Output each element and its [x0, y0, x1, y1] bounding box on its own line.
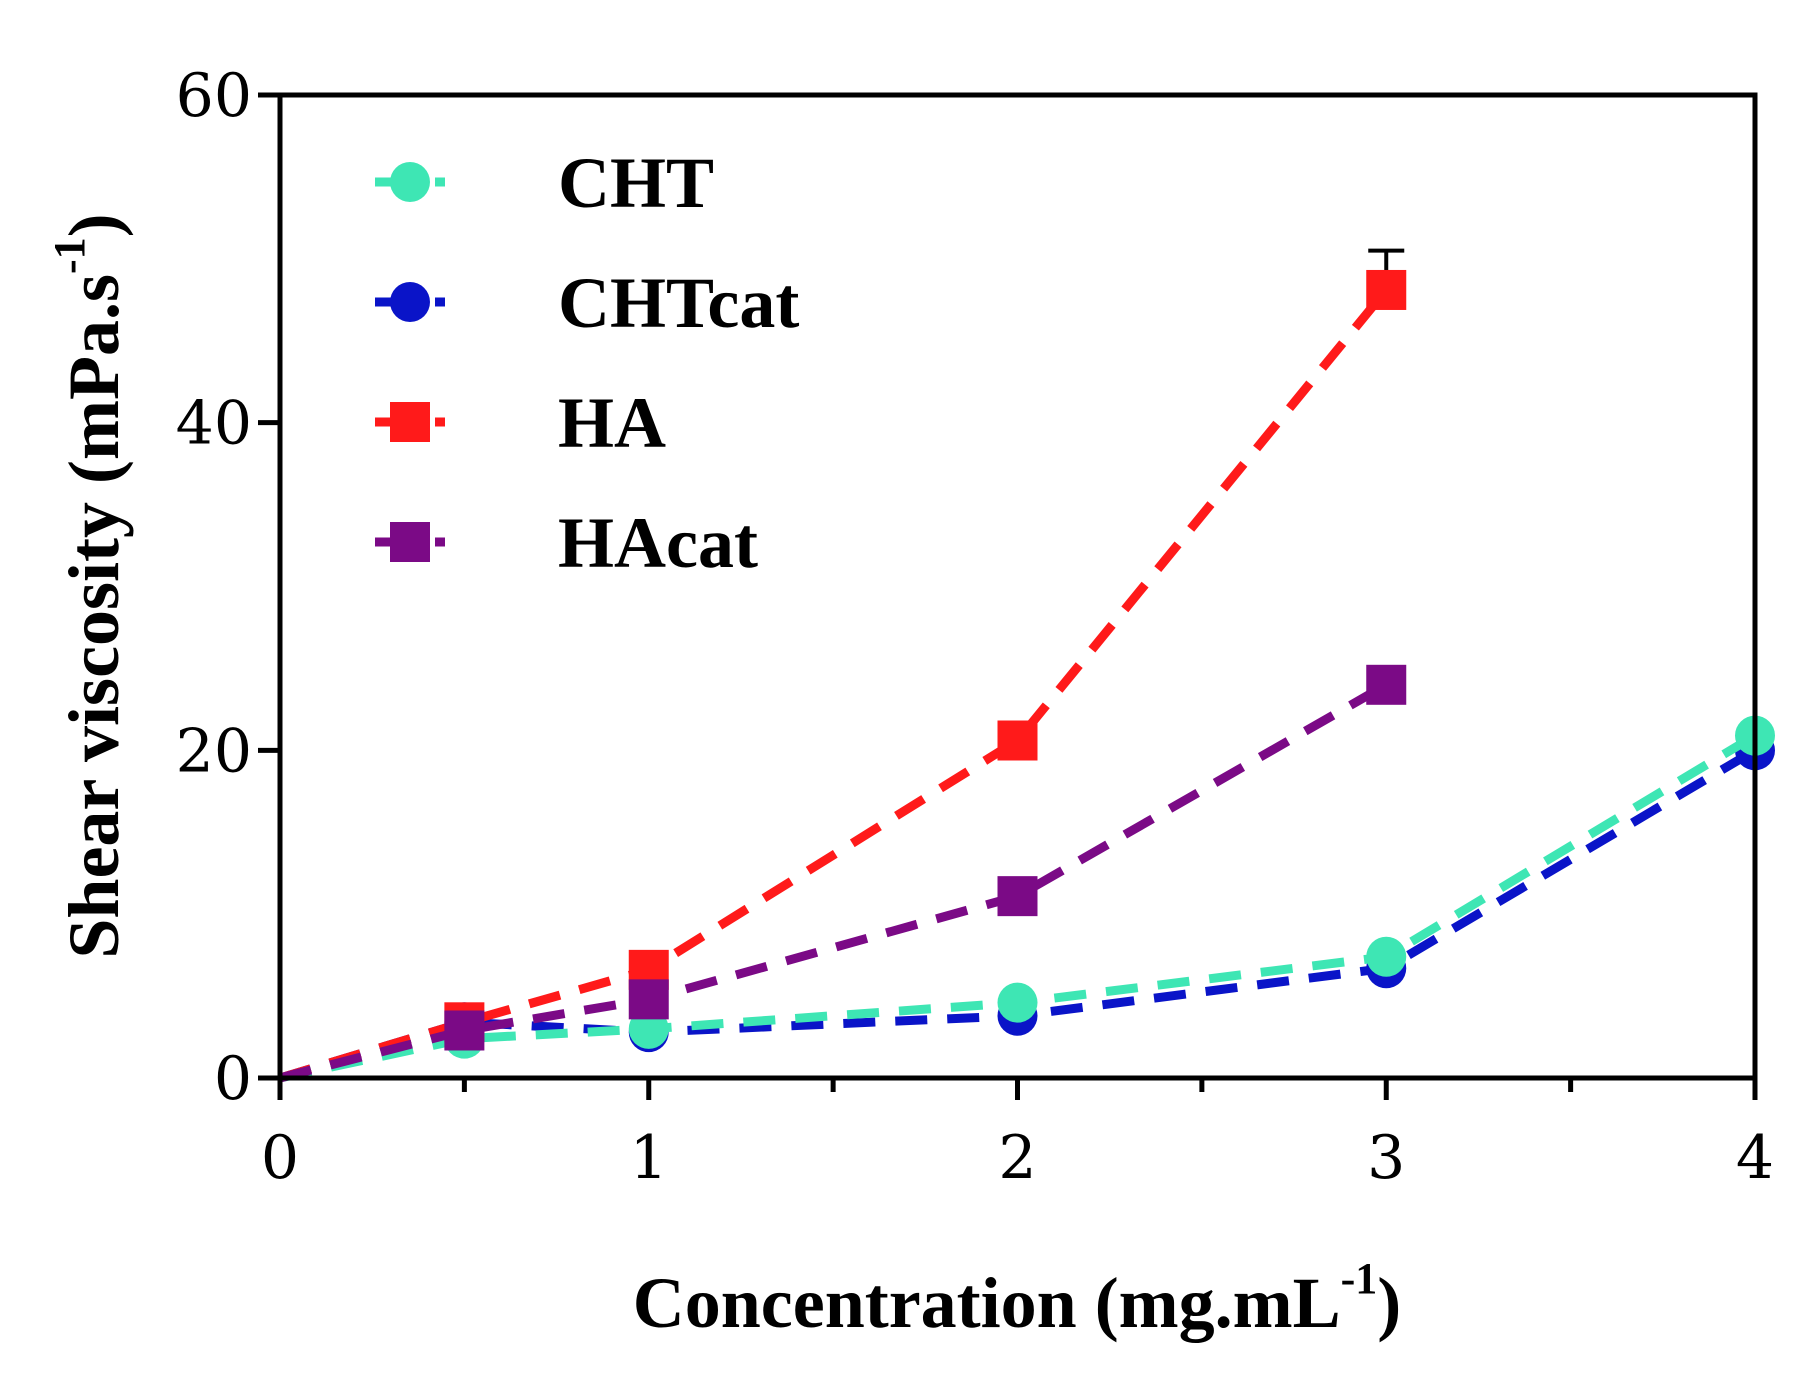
legend-marker	[390, 522, 430, 562]
x-axis-title-main: Concentration (mg.mL	[633, 1263, 1341, 1343]
series-ha	[278, 248, 1407, 1083]
x-axis-title: Concentration (mg.mL-1)	[633, 1254, 1402, 1343]
data-point	[997, 982, 1038, 1023]
y-axis-title: Shear viscosity (mPa.s-1)	[45, 213, 134, 958]
y-axis-title-sup: -1	[45, 237, 94, 274]
plot-frame	[277, 92, 1758, 1081]
legend-item-hacat: HAcat	[375, 503, 758, 583]
legend-marker	[390, 282, 430, 322]
legend-item-cht: CHT	[375, 143, 714, 223]
legend-marker	[390, 402, 430, 442]
data-point	[1366, 664, 1407, 705]
legend-item-chtcat: CHTcat	[375, 263, 799, 343]
data-point	[1366, 269, 1407, 310]
x-axis-title-end: )	[1377, 1263, 1401, 1343]
x-axis-title-sup: -1	[1341, 1254, 1378, 1303]
axes-layer: 0 20 40 60 0 1 2 3 4	[176, 61, 1774, 1193]
series-line	[278, 287, 1390, 1083]
data-point	[997, 876, 1038, 917]
x-tick-label: 4	[1736, 1123, 1774, 1193]
x-tick-label: 3	[1367, 1123, 1405, 1193]
y-axis-title-main: Shear viscosity (mPa.s	[54, 274, 134, 959]
y-axis-title-end: )	[54, 213, 134, 237]
series-hacat	[278, 664, 1407, 1083]
data-point	[1366, 936, 1407, 977]
x-tick-label: 1	[630, 1123, 668, 1193]
data-point	[444, 1010, 485, 1051]
y-tick-label: 60	[176, 61, 252, 131]
y-tick-label: 20	[176, 716, 252, 786]
legend-item-ha: HA	[375, 383, 666, 463]
x-tick-label: 2	[998, 1123, 1036, 1193]
legend-label: CHTcat	[558, 263, 799, 343]
series-line	[279, 731, 1758, 1083]
x-tick-label: 0	[261, 1123, 299, 1193]
y-tick-label: 40	[176, 389, 252, 459]
legend-label: HA	[558, 383, 666, 463]
legend: CHT CHTcat HA HAcat	[375, 143, 799, 583]
legend-label: CHT	[558, 143, 714, 223]
y-tick-label: 0	[214, 1044, 252, 1114]
data-point	[997, 720, 1038, 761]
legend-marker	[390, 162, 430, 202]
data-point	[628, 979, 669, 1020]
legend-label: HAcat	[558, 503, 758, 583]
series-layer	[278, 248, 1775, 1083]
